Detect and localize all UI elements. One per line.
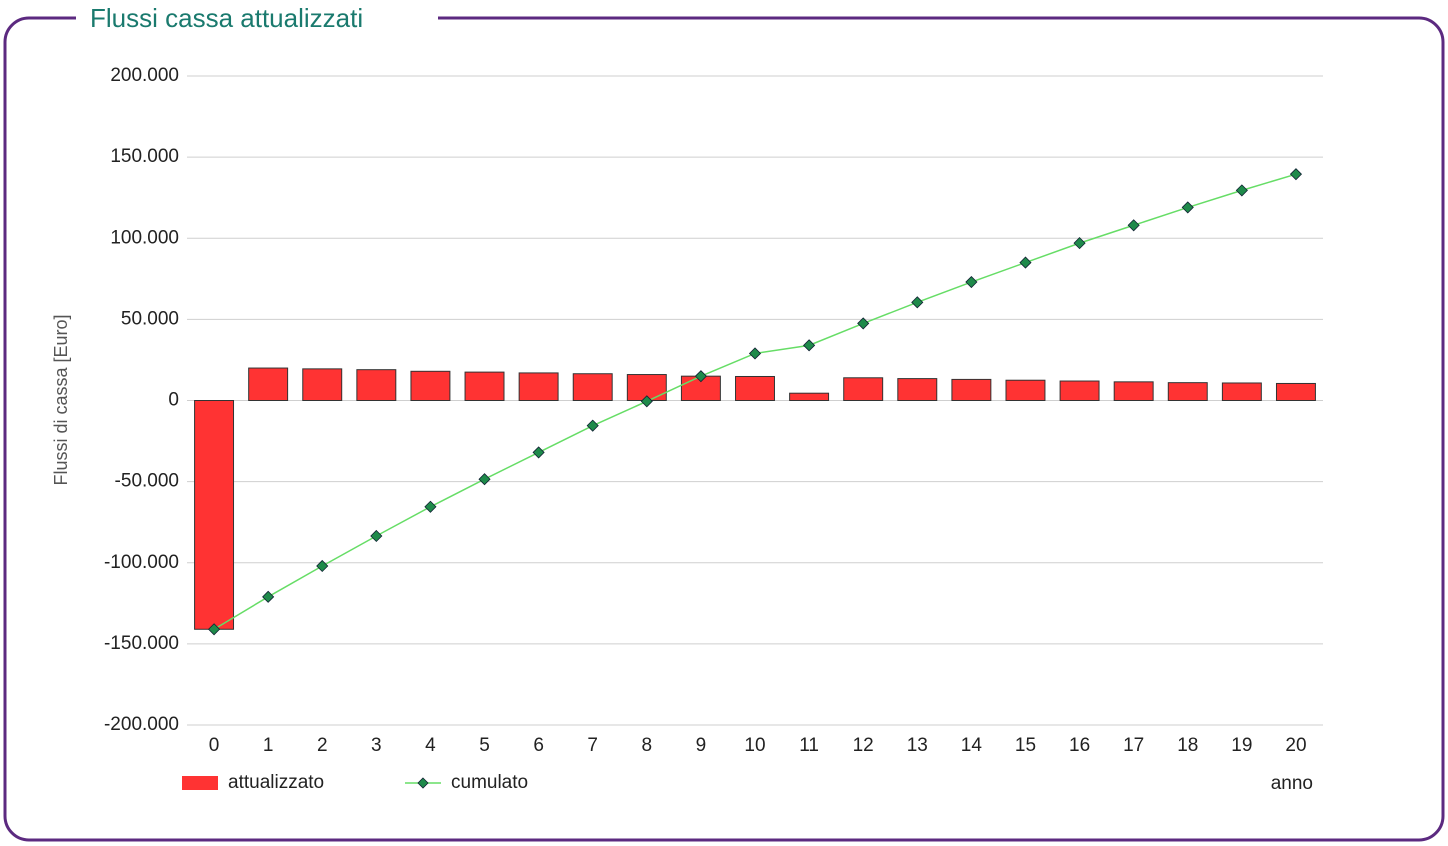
y-tick-label: -100.000 bbox=[104, 552, 179, 573]
marker bbox=[478, 473, 491, 486]
x-tick-label: 20 bbox=[1285, 735, 1306, 756]
y-tick-label: -150.000 bbox=[104, 633, 179, 654]
marker bbox=[1127, 219, 1140, 232]
x-tick-label: 11 bbox=[799, 735, 819, 756]
bar bbox=[843, 377, 884, 402]
bar bbox=[1113, 381, 1154, 401]
x-tick-label: 9 bbox=[696, 735, 707, 756]
marker bbox=[857, 317, 870, 330]
bar bbox=[572, 373, 613, 402]
x-tick-label: 18 bbox=[1177, 735, 1198, 756]
bar bbox=[194, 400, 235, 630]
legend-label: attualizzato bbox=[228, 772, 324, 793]
y-tick-label: 0 bbox=[168, 390, 179, 411]
x-tick-label: 1 bbox=[263, 735, 274, 756]
marker bbox=[370, 529, 383, 543]
bar bbox=[897, 378, 938, 402]
x-tick-label: 17 bbox=[1123, 735, 1144, 756]
x-tick-label: 4 bbox=[425, 735, 436, 756]
marker bbox=[965, 275, 978, 289]
x-tick-label: 5 bbox=[479, 735, 490, 756]
y-tick-label: 100.000 bbox=[110, 227, 179, 248]
marker bbox=[911, 296, 924, 309]
legend-label: cumulato bbox=[451, 772, 528, 793]
x-tick-label: 16 bbox=[1069, 735, 1090, 756]
legend-marker bbox=[417, 777, 429, 789]
marker bbox=[1181, 201, 1194, 214]
marker bbox=[803, 339, 816, 352]
marker bbox=[1235, 184, 1248, 197]
marker bbox=[1073, 237, 1086, 250]
bar bbox=[464, 371, 505, 402]
x-tick-label: 10 bbox=[744, 735, 765, 756]
marker bbox=[1289, 168, 1303, 181]
bar bbox=[1059, 380, 1100, 401]
x-tick-label: 19 bbox=[1231, 735, 1252, 756]
bar bbox=[248, 367, 289, 401]
x-tick-label: 2 bbox=[317, 735, 328, 756]
x-tick-label: 13 bbox=[907, 735, 928, 756]
bar bbox=[789, 392, 830, 402]
panel-border bbox=[3, 16, 1445, 842]
y-tick-label: 150.000 bbox=[110, 146, 179, 167]
y-tick-label: -200.000 bbox=[104, 714, 179, 735]
bar bbox=[951, 378, 992, 402]
x-tick-label: 8 bbox=[642, 735, 653, 756]
line bbox=[213, 173, 1297, 630]
x-tick-label: 7 bbox=[587, 735, 598, 756]
bar bbox=[735, 375, 775, 401]
bar bbox=[1167, 382, 1208, 401]
y-tick-label: 50.000 bbox=[121, 308, 179, 329]
x-tick-label: 15 bbox=[1015, 735, 1036, 756]
x-axis-title: anno bbox=[1271, 773, 1313, 794]
marker bbox=[316, 559, 329, 573]
x-tick-label: 14 bbox=[961, 735, 983, 756]
bar bbox=[1005, 379, 1046, 401]
marker bbox=[640, 395, 653, 408]
marker bbox=[586, 419, 599, 432]
x-tick-label: 0 bbox=[209, 735, 220, 756]
bar bbox=[1221, 382, 1262, 401]
bar bbox=[1275, 382, 1316, 401]
marker bbox=[694, 370, 707, 383]
marker bbox=[1019, 256, 1032, 269]
y-tick-label: 200.000 bbox=[110, 65, 179, 86]
x-tick-label: 12 bbox=[853, 735, 874, 756]
marker bbox=[207, 623, 221, 636]
bar bbox=[518, 372, 559, 402]
x-tick-label: 3 bbox=[371, 735, 382, 756]
marker bbox=[424, 500, 437, 513]
bar bbox=[410, 370, 451, 402]
legend-swatch bbox=[182, 776, 218, 790]
marker bbox=[532, 446, 545, 459]
bar bbox=[356, 369, 397, 401]
marker bbox=[748, 347, 762, 360]
panel-title: Flussi cassa attualizzati bbox=[90, 3, 363, 33]
x-tick-label: 6 bbox=[533, 735, 544, 756]
marker bbox=[262, 590, 275, 603]
y-axis-title: Flussi di cassa [Euro] bbox=[51, 314, 71, 485]
y-tick-label: -50.000 bbox=[115, 471, 179, 492]
title-backdrop bbox=[76, 4, 438, 34]
bar bbox=[302, 368, 343, 401]
